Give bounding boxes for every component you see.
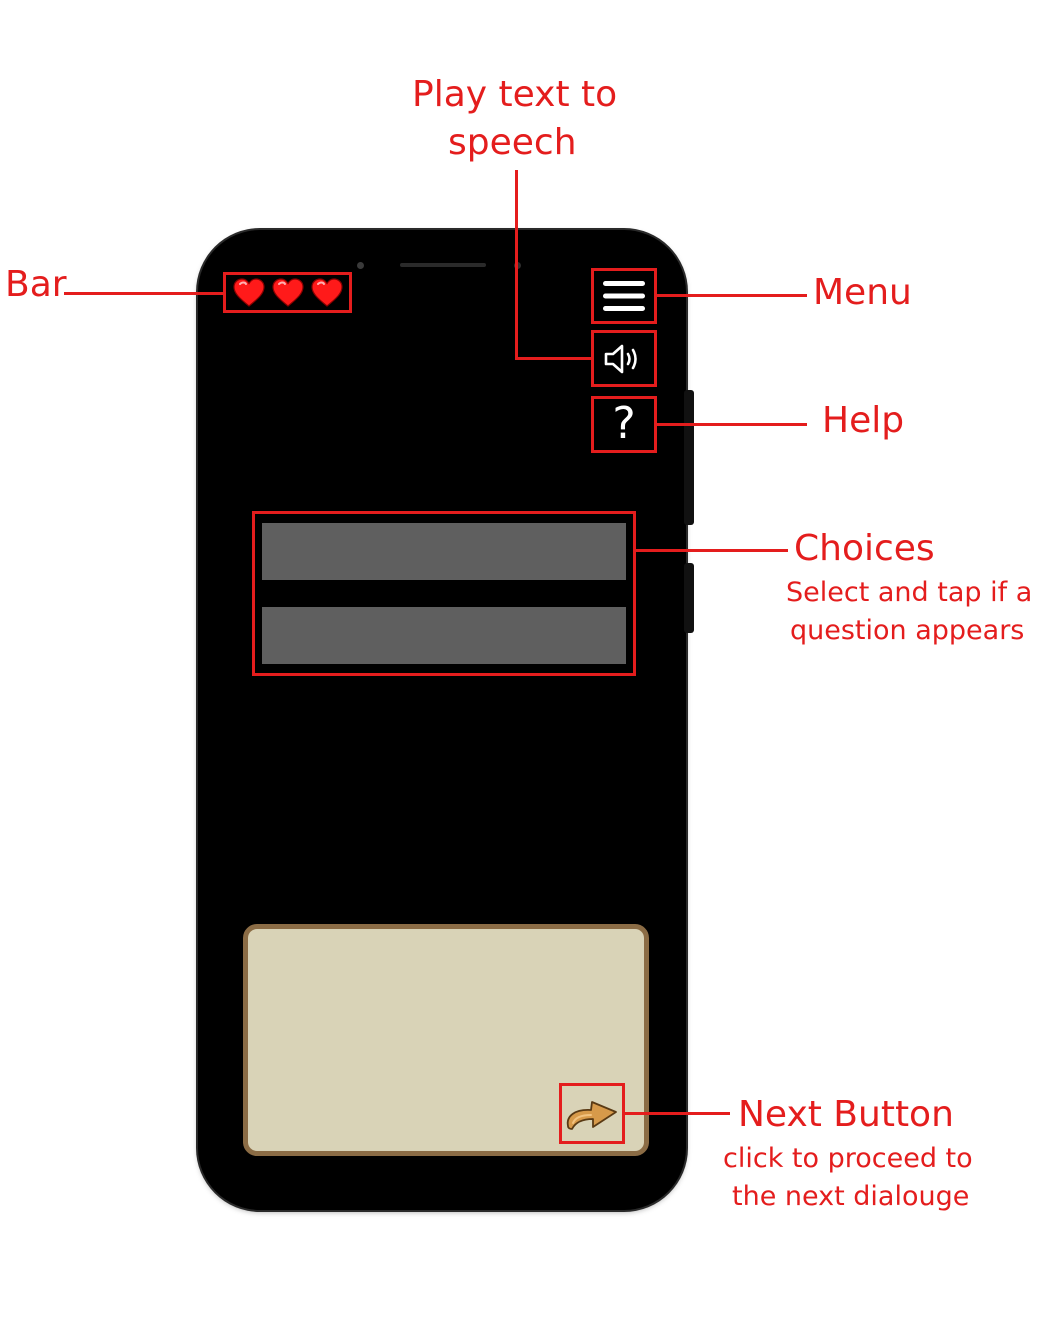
speaker-icon [604, 344, 637, 373]
bar-leader-line [64, 292, 223, 295]
tts-leader-line [515, 170, 518, 360]
help-button[interactable]: ? [591, 396, 657, 453]
choices-annotation-desc-2: question appears [790, 615, 1025, 646]
choice-option-1[interactable] [262, 523, 626, 580]
curved-arrow-icon [566, 1100, 617, 1130]
front-camera [357, 262, 364, 269]
choice-option-2[interactable] [262, 607, 626, 664]
hearts-bar [223, 272, 352, 313]
tts-annotation-line2: speech [448, 122, 577, 163]
next-annotation-title: Next Button [738, 1094, 954, 1135]
choices-annotation-title: Choices [794, 528, 935, 569]
choices-leader-line [636, 549, 788, 552]
menu-leader-line [657, 294, 807, 297]
next-leader-line [625, 1112, 730, 1115]
bar-annotation: Bar [5, 264, 67, 305]
help-annotation: Help [822, 400, 905, 441]
question-mark-icon: ? [612, 397, 636, 449]
next-annotation-desc-2: the next dialouge [732, 1181, 970, 1212]
phone-side-button [684, 390, 694, 525]
help-leader-line [657, 423, 807, 426]
heart-icon [310, 277, 343, 307]
menu-annotation: Menu [813, 272, 912, 313]
tts-annotation-line1: Play text to [412, 74, 618, 115]
text-to-speech-button[interactable] [591, 330, 657, 387]
next-button[interactable] [559, 1083, 625, 1144]
hamburger-menu-icon [603, 281, 645, 311]
phone-side-button [684, 563, 694, 633]
menu-button[interactable] [591, 268, 657, 324]
heart-icon [232, 277, 265, 307]
tts-leader-line [515, 357, 591, 360]
heart-icon [271, 277, 304, 307]
choices-annotation-desc-1: Select and tap if a [786, 577, 1033, 608]
next-annotation-desc-1: click to proceed to [723, 1143, 973, 1174]
earpiece-slot [400, 263, 486, 267]
choices-panel [252, 511, 636, 676]
